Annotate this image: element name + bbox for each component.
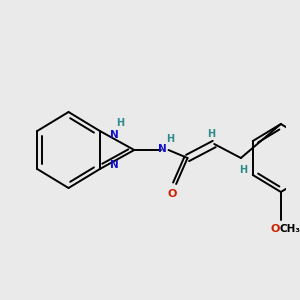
Text: N: N [110, 160, 118, 170]
Text: H: H [207, 129, 215, 139]
Text: O: O [271, 224, 280, 234]
Text: N: N [110, 130, 118, 140]
Text: H: H [116, 118, 124, 128]
Text: CH₃: CH₃ [280, 224, 300, 234]
Text: O: O [168, 189, 177, 199]
Text: N: N [158, 144, 167, 154]
Text: H: H [239, 165, 247, 175]
Text: H: H [167, 134, 175, 144]
